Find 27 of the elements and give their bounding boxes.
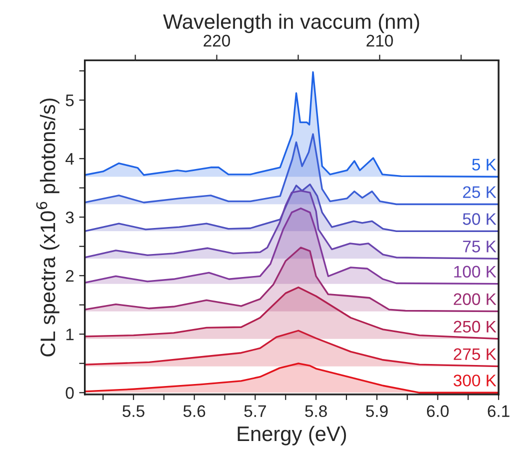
y-axis-title: CL spectra (x10$^{6}$ photons/s) [36, 98, 60, 356]
series-label: 100 K [454, 266, 496, 278]
series-label: 75 K [463, 240, 496, 252]
series-label: 25 K [463, 186, 496, 198]
x-tick-label: 5.8 [305, 405, 327, 418]
x-tick-label: 6.1 [488, 405, 510, 418]
x2-tick-label: 210 [366, 34, 393, 47]
x-tick-label: 6.0 [426, 405, 449, 418]
x-tick-label: 5.6 [183, 405, 206, 418]
series-label: 275 K [454, 348, 496, 360]
y-tick-label: 5 [66, 94, 74, 106]
x2-tick-label: 220 [204, 34, 230, 47]
x-tick-label: 5.9 [366, 405, 388, 418]
series-label: 300 K [454, 374, 496, 386]
y-tick-label: 0 [66, 387, 74, 399]
x2-axis-title: Wavelength in vaccum (nm) [163, 14, 420, 34]
series-label: 250 K [454, 320, 496, 333]
x-tick-label: 5.5 [122, 405, 144, 418]
y-tick-label: 3 [66, 212, 74, 224]
series-label: 50 K [462, 213, 496, 225]
series-label: 200 K [454, 293, 496, 306]
y-tick-label: 2 [66, 270, 74, 282]
x-tick-label: 5.7 [244, 405, 266, 418]
x-axis-title: Energy (eV) [238, 426, 346, 446]
y-tick-label: 1 [66, 328, 74, 340]
series-label: 5 K [472, 158, 496, 171]
y-tick-label: 4 [66, 153, 74, 165]
